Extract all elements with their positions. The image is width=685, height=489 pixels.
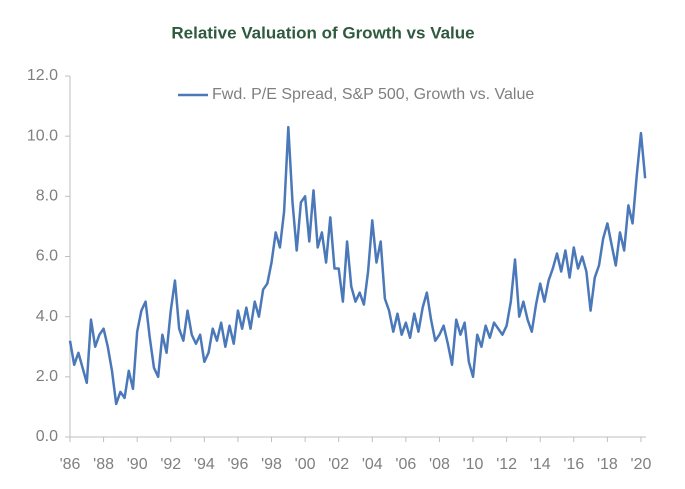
x-tick-label: '20: [631, 456, 652, 473]
data-line: [68, 125, 647, 406]
y-tick-label: 8.0: [36, 188, 58, 205]
y-tick-label: 12.0: [27, 67, 58, 84]
x-tick-label: '90: [127, 456, 148, 473]
x-tick-label: '86: [60, 456, 81, 473]
y-tick-label: 2.0: [36, 368, 58, 385]
x-tick-label: '08: [429, 456, 450, 473]
y-tick-label: 6.0: [36, 248, 58, 265]
x-tick-label: '00: [295, 456, 316, 473]
x-tick-label: '04: [362, 456, 383, 473]
x-tick-label: '88: [93, 456, 114, 473]
x-tick-label: '94: [194, 456, 215, 473]
legend-label: Fwd. P/E Spread, S&P 500, Growth vs. Val…: [212, 86, 534, 103]
x-tick-label: '92: [160, 456, 181, 473]
y-tick-label: 4.0: [36, 308, 58, 325]
x-tick-label: '12: [496, 456, 517, 473]
x-tick-label: '98: [261, 456, 282, 473]
x-tick-label: '02: [328, 456, 349, 473]
x-tick-label: '96: [228, 456, 249, 473]
y-tick-label: 10.0: [27, 127, 58, 144]
x-tick-label: '06: [395, 456, 416, 473]
x-tick-label: '14: [530, 456, 551, 473]
x-tick-label: '16: [563, 456, 584, 473]
y-tick-label: 0.0: [36, 428, 58, 445]
chart-title: Relative Valuation of Growth vs Value: [171, 23, 474, 42]
x-tick-label: '10: [463, 456, 484, 473]
x-tick-label: '18: [597, 456, 618, 473]
